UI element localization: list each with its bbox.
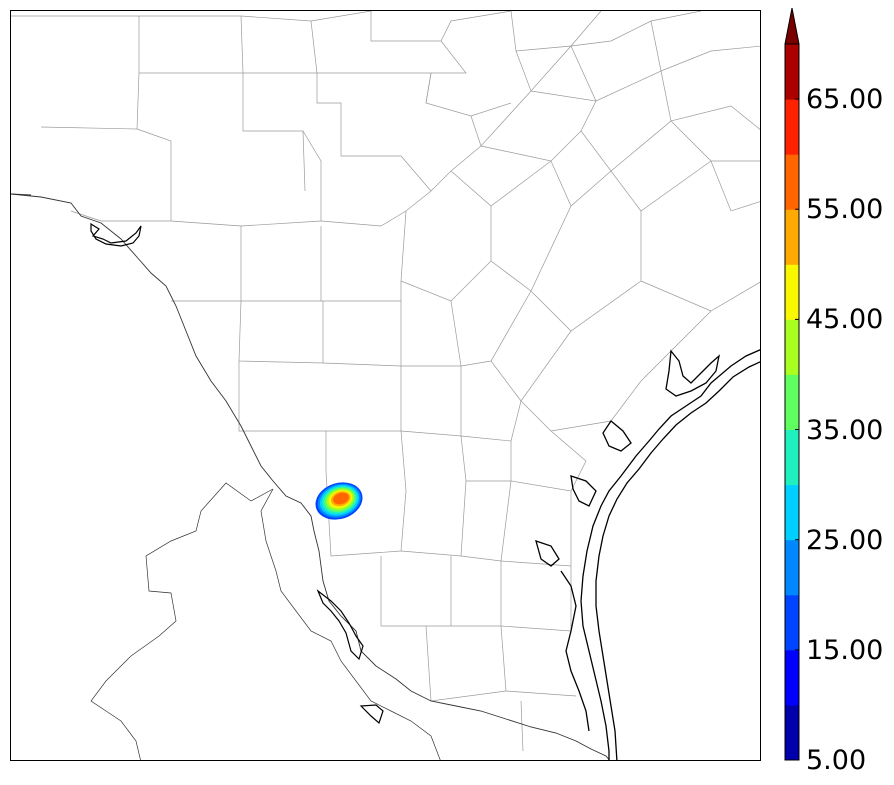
colorbar-segment (785, 649, 799, 706)
international-border (11, 193, 610, 760)
colorbar-tick-label: 55.00 (806, 194, 884, 226)
colorbar (784, 8, 800, 761)
colorbar-segment (785, 44, 799, 100)
colorbar-segment (785, 704, 799, 761)
colorbar-segment (785, 539, 799, 596)
colorbar-tick-label: 25.00 (806, 524, 884, 556)
colorbar-tick-label: 35.00 (806, 414, 884, 446)
county-boundaries (11, 11, 760, 752)
lakes (90, 222, 384, 725)
map-canvas (11, 11, 760, 760)
colorbar-tick-label: 65.00 (806, 84, 884, 116)
colorbar-segment (785, 99, 799, 155)
colorbar-tick-label: 5.00 (806, 745, 867, 776)
colorbar-segment (785, 594, 799, 651)
colorbar-segment (785, 154, 799, 210)
mexico-boundaries (90, 482, 441, 760)
colorbar-tick-label: 15.00 (806, 634, 884, 666)
reflectivity-cell (315, 482, 363, 520)
colorbar-segment (785, 209, 799, 265)
reflectivity-contour (333, 492, 349, 505)
colorbar-segment (785, 319, 799, 375)
colorbar-extend-arrow (784, 8, 800, 45)
colorbar-segment (785, 429, 799, 486)
coastline (535, 349, 760, 760)
colorbar-frame (784, 43, 800, 761)
colorbar-segment (785, 374, 799, 431)
colorbar-segment (785, 264, 799, 320)
colorbar-tick-label: 45.00 (806, 304, 884, 336)
map-panel (10, 10, 761, 761)
colorbar-segment (785, 484, 799, 541)
